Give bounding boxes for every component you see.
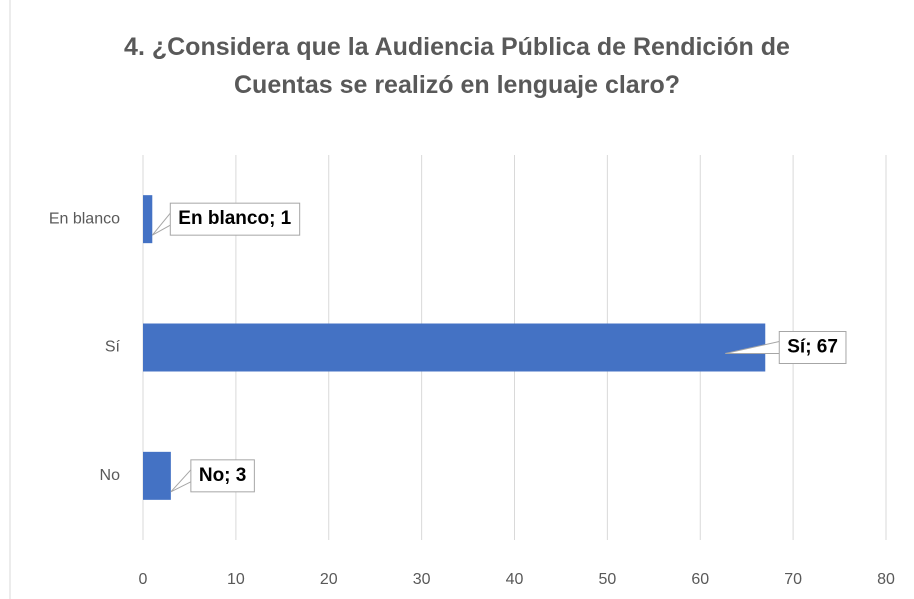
y-tick-label: Sí (105, 339, 121, 356)
data-label: En blanco; 1 (178, 208, 291, 229)
data-label-pointer (170, 469, 192, 493)
data-label: No; 3 (199, 465, 247, 486)
x-tick-label: 60 (691, 571, 709, 588)
x-tick-label: 10 (227, 571, 245, 588)
data-label-pointer (725, 341, 780, 354)
x-tick-label: 0 (139, 571, 148, 588)
x-tick-label: 80 (877, 571, 895, 588)
x-tick-label: 20 (320, 571, 338, 588)
chart-border (9, 0, 11, 599)
data-label: Sí; 67 (787, 337, 838, 358)
data-label-box (169, 202, 301, 236)
bar (143, 451, 171, 500)
data-label-pointer (151, 212, 171, 236)
bar (143, 323, 766, 372)
x-tick-label: 50 (598, 571, 616, 588)
chart-title: 4. ¿Considera que la Audiencia Pública d… (124, 33, 790, 99)
data-label-box (190, 459, 255, 493)
x-tick-label: 70 (784, 571, 802, 588)
data-label-box (778, 331, 847, 364)
x-tick-label: 30 (413, 571, 431, 588)
y-tick-label: No (100, 467, 121, 484)
x-tick-label: 40 (506, 571, 524, 588)
bar (143, 195, 153, 244)
y-tick-label: En blanco (49, 210, 120, 227)
